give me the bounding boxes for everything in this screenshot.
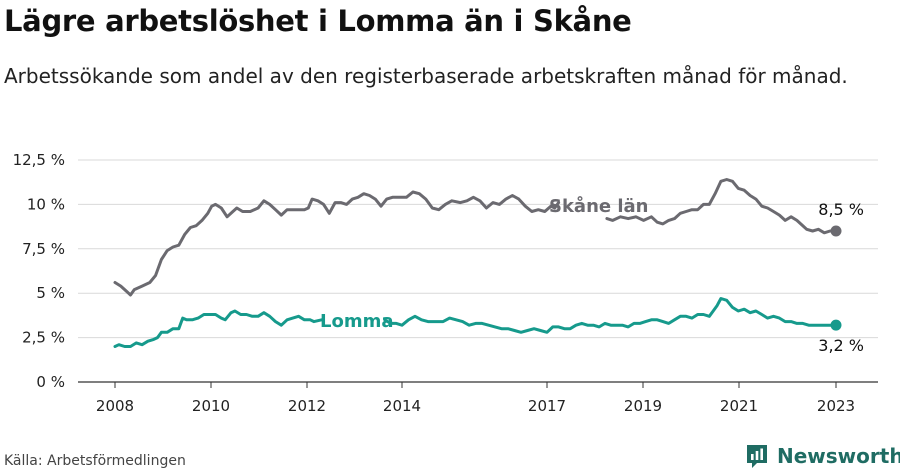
- skane-end-value-label: 8,5 %: [818, 200, 864, 219]
- line-chart: 0 %2,5 %5 %7,5 %10 %12,5 % 2008 2010 2012 2…: [13, 151, 878, 415]
- brand-name: Newsworthy: [777, 444, 900, 468]
- chart-title: Lägre arbetslöshet i Lomma än i Skåne: [4, 4, 632, 38]
- grid-lines: [78, 159, 878, 383]
- x-tick-label: 2017: [528, 397, 566, 415]
- source-note: Källa: Arbetsförmedlingen: [4, 453, 186, 469]
- skane-series-line: [113, 190, 561, 297]
- x-tick-label: 2008: [96, 397, 134, 415]
- lomma-end-value-label: 3,2 %: [818, 336, 864, 355]
- y-tick-label: 7,5 %: [22, 240, 65, 258]
- y-tick-label: 5 %: [36, 284, 65, 302]
- skane-series-label: Skåne län: [549, 195, 649, 217]
- x-tick-label: 2012: [288, 397, 326, 415]
- y-tick-label: 10 %: [27, 195, 65, 213]
- skane-series-line: [605, 178, 838, 235]
- x-tick-label: 2019: [624, 397, 662, 415]
- lomma-end-point: [830, 319, 842, 331]
- y-tick-label: 0 %: [36, 373, 65, 391]
- x-axis-ticks: 2008 2010 2012 2014 2017 2019 2021 2023: [96, 382, 855, 415]
- lomma-series-line: [383, 297, 838, 334]
- newsworthy-logo: Newsworthy: [745, 441, 900, 471]
- y-axis-ticks: 0 % 2,5 % 5 % 7,5 % 10 % 12,5 %: [13, 151, 65, 391]
- y-tick-label: 12,5 %: [13, 151, 65, 169]
- y-tick-label: 2,5 %: [22, 329, 65, 347]
- lomma-series-label: Lomma: [320, 311, 394, 332]
- skane-end-point: [830, 225, 842, 237]
- newsworthy-logo-icon: [747, 445, 767, 468]
- lomma-series-line: [113, 309, 324, 348]
- x-tick-label: 2014: [383, 397, 421, 415]
- x-tick-label: 2023: [817, 397, 855, 415]
- x-tick-label: 2021: [720, 397, 758, 415]
- x-tick-label: 2010: [192, 397, 230, 415]
- series-labels: Skåne län Lomma 8,5 % 3,2 %: [320, 195, 864, 355]
- series-lines: [113, 178, 842, 348]
- chart-subtitle: Arbetssökande som andel av den registerb…: [4, 64, 848, 88]
